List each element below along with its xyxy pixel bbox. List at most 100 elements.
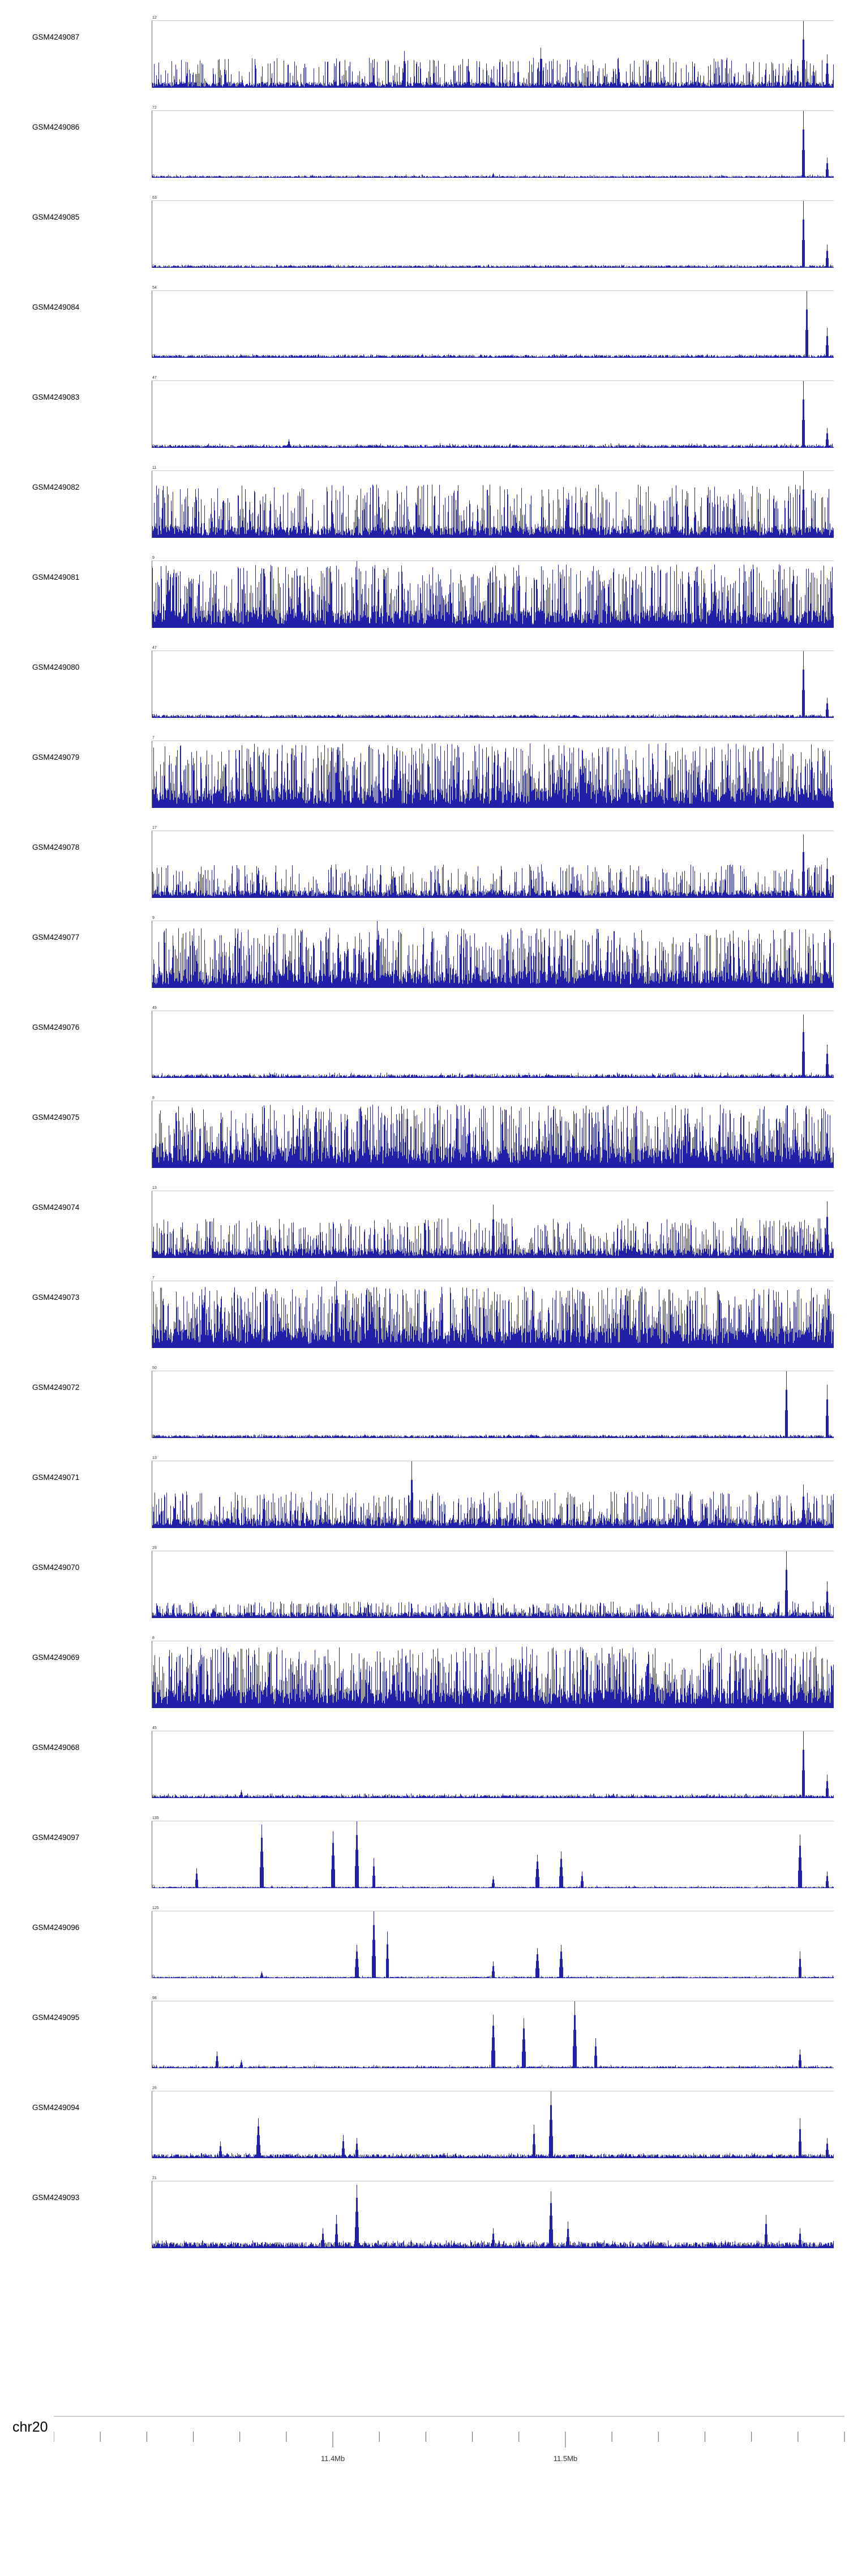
- track-label: GSM4249093: [32, 2193, 80, 2202]
- track-row: GSM4249069 8 0: [0, 1636, 849, 1726]
- coverage-path: [152, 743, 834, 808]
- y-axis-zero-label: 0: [152, 354, 155, 358]
- y-axis-max-label: 49: [152, 1006, 157, 1010]
- coverage-signal: [152, 291, 834, 358]
- coverage-signal: [152, 1911, 834, 1978]
- track-plot: 13 0: [152, 1456, 834, 1529]
- track-plot: 17 0: [152, 826, 834, 898]
- chromosome-label: chr20: [12, 2419, 48, 2435]
- track-label: GSM4249072: [32, 1383, 80, 1392]
- coverage-signal: [152, 743, 834, 808]
- coverage-path: [152, 381, 834, 448]
- track-plot: 98 0: [152, 1996, 834, 2069]
- y-axis-max-label: 72: [152, 106, 157, 110]
- coverage-path: [152, 1821, 834, 1888]
- track-row: GSM4249083 47 0: [0, 376, 849, 466]
- track-plot: 29 0: [152, 1546, 834, 1619]
- track-row: GSM4249085 63 0: [0, 196, 849, 286]
- coverage-signal: [152, 1201, 834, 1258]
- y-axis-max-label: 47: [152, 646, 157, 650]
- coverage-path: [152, 1911, 834, 1978]
- y-axis-max-label: 26: [152, 2086, 157, 2090]
- y-axis-max-label: 7: [152, 736, 155, 740]
- coverage-signal: [152, 21, 834, 88]
- coverage-path: [152, 561, 834, 628]
- coverage-path: [152, 201, 834, 268]
- y-axis-zero-label: 0: [152, 1795, 155, 1799]
- coverage-path: [152, 1646, 834, 1708]
- coverage-signal: [152, 1461, 834, 1528]
- y-axis-max-label: 29: [152, 1546, 157, 1550]
- track-plot: 7 0: [152, 1276, 834, 1349]
- y-axis-zero-label: 0: [152, 1885, 155, 1889]
- track-row: GSM4249096 125 0: [0, 1906, 849, 1996]
- track-plot: 50 0: [152, 1366, 834, 1439]
- track-row: GSM4249077 9 0: [0, 916, 849, 1006]
- coverage-signal: [152, 651, 834, 718]
- track-row: GSM4249068 45 0: [0, 1726, 849, 1816]
- y-axis-max-label: 21: [152, 2176, 157, 2180]
- track-label: GSM4249076: [32, 1023, 80, 1032]
- track-label: GSM4249075: [32, 1113, 80, 1122]
- y-axis-zero-label: 0: [152, 1975, 155, 1979]
- ruler-section: chr20 11.4Mb 11.5Mb: [0, 2409, 849, 2500]
- y-axis-max-label: 54: [152, 286, 157, 290]
- coverage-path: [152, 1551, 834, 1618]
- coverage-path: [152, 1281, 834, 1348]
- track-row: GSM4249079 7 0: [0, 736, 849, 826]
- track-label: GSM4249097: [32, 1833, 80, 1842]
- coverage-signal: [152, 1281, 834, 1348]
- coverage-signal: [152, 1105, 834, 1168]
- track-plot: 26 0: [152, 2086, 834, 2159]
- coverage-path: [152, 2184, 834, 2248]
- coverage-signal: [152, 2001, 834, 2068]
- track-plot: 135 0: [152, 1816, 834, 1889]
- track-label: GSM4249085: [32, 213, 80, 221]
- track-plot: 13 0: [152, 1186, 834, 1259]
- track-plot: 21 0: [152, 2176, 834, 2249]
- track-plot: 11 0: [152, 466, 834, 538]
- track-label: GSM4249094: [32, 2103, 80, 2112]
- y-axis-max-label: 135: [152, 1816, 159, 1820]
- track-plot: 47 0: [152, 646, 834, 718]
- track-label: GSM4249082: [32, 483, 80, 491]
- track-row: GSM4249070 29 0: [0, 1546, 849, 1636]
- coverage-signal: [152, 2091, 834, 2158]
- track-label: GSM4249079: [32, 753, 80, 761]
- track-row: GSM4249072 50 0: [0, 1366, 849, 1456]
- coverage-path: [152, 471, 834, 538]
- track-row: GSM4249087 12 0: [0, 16, 849, 106]
- track-label: GSM4249069: [32, 1653, 80, 1662]
- coverage-path: [152, 111, 834, 178]
- track-label: GSM4249071: [32, 1473, 80, 1482]
- genome-ruler: 11.4Mb 11.5Mb: [54, 2416, 845, 2463]
- track-label: GSM4249077: [32, 933, 80, 942]
- track-row: GSM4249076 49 0: [0, 1006, 849, 1096]
- y-axis-max-label: 13: [152, 1186, 157, 1190]
- track-label: GSM4249095: [32, 2013, 80, 2022]
- track-label: GSM4249086: [32, 123, 80, 131]
- coverage-signal: [152, 561, 834, 628]
- coverage-path: [152, 291, 834, 358]
- track-label: GSM4249074: [32, 1203, 80, 1212]
- track-plot: 7 0: [152, 736, 834, 808]
- y-axis-max-label: 98: [152, 1996, 157, 2000]
- track-row: GSM4249095 98 0: [0, 1996, 849, 2086]
- coverage-signal: [152, 921, 834, 988]
- coverage-signal: [152, 2184, 834, 2248]
- track-row: GSM4249074 13 0: [0, 1186, 849, 1276]
- track-row: GSM4249078 17 0: [0, 826, 849, 916]
- track-row: GSM4249086 72 0: [0, 106, 849, 196]
- coverage-signal: [152, 111, 834, 178]
- coverage-path: [152, 1371, 834, 1438]
- track-label: GSM4249083: [32, 393, 80, 401]
- coverage-signal: [152, 1821, 834, 1888]
- coverage-signal: [152, 1014, 834, 1078]
- coverage-signal: [152, 834, 834, 898]
- track-plot: 72 0: [152, 106, 834, 178]
- track-label: GSM4249073: [32, 1293, 80, 1302]
- coverage-path: [152, 2001, 834, 2068]
- coverage-path: [152, 1105, 834, 1168]
- coverage-signal: [152, 1551, 834, 1618]
- track-row: GSM4249080 47 0: [0, 646, 849, 736]
